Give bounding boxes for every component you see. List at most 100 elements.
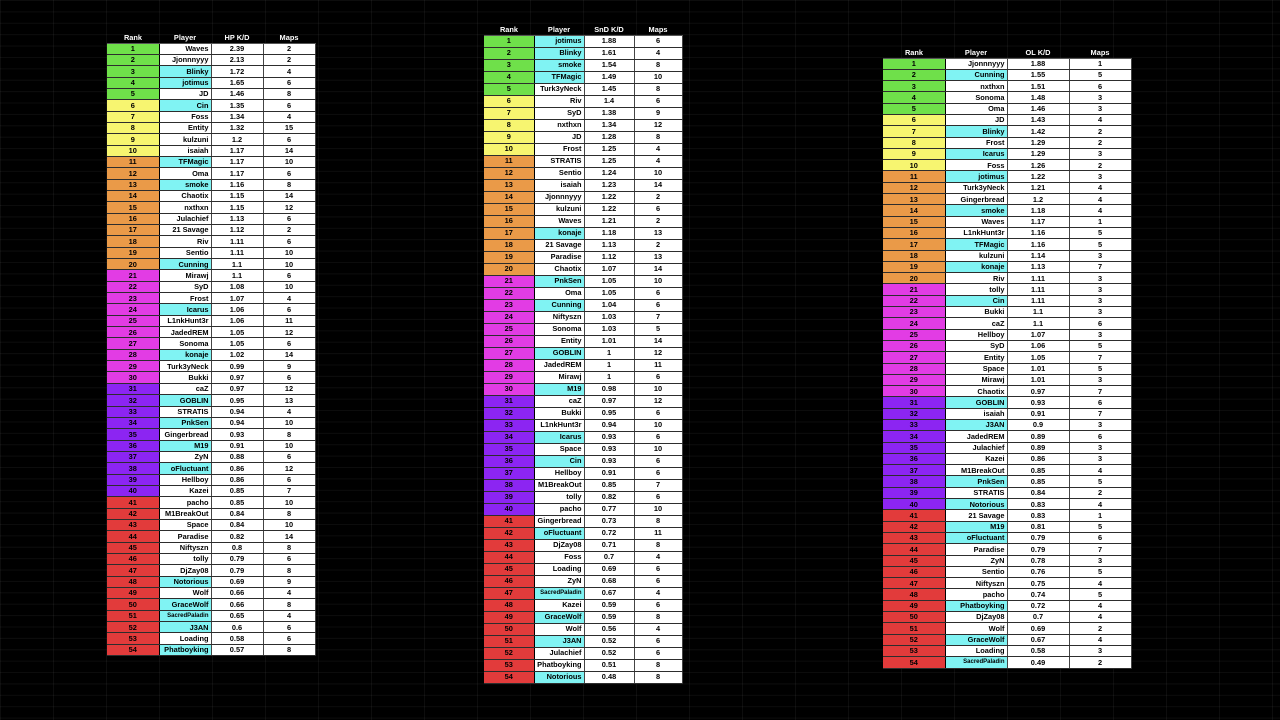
rank-cell[interactable]: 54 xyxy=(484,671,534,684)
table-row[interactable]: 24 Niftyszn 1.03 7 xyxy=(484,311,683,324)
table-row[interactable]: 7 Blinky 1.42 2 xyxy=(883,125,1132,138)
kd-cell[interactable]: 1.25 xyxy=(583,143,634,156)
rank-cell[interactable]: 10 xyxy=(107,145,159,157)
player-cell[interactable]: Jjonnnyyy xyxy=(158,54,211,67)
rank-cell[interactable]: 38 xyxy=(107,462,159,475)
kd-cell[interactable]: 1.48 xyxy=(1006,91,1069,104)
table-row[interactable]: 18 Riv 1.11 6 xyxy=(107,235,316,248)
kd-cell[interactable]: 1.11 xyxy=(1006,272,1069,285)
table-row[interactable]: 9 Icarus 1.29 3 xyxy=(883,148,1132,161)
maps-cell[interactable]: 2 xyxy=(1068,487,1132,500)
column-header-rank[interactable]: Rank xyxy=(883,47,945,59)
rank-cell[interactable]: 39 xyxy=(484,491,534,504)
kd-cell[interactable]: 1.28 xyxy=(583,131,634,144)
rank-cell[interactable]: 45 xyxy=(484,563,534,576)
maps-cell[interactable]: 14 xyxy=(633,179,683,192)
kd-cell[interactable]: 1.05 xyxy=(583,275,634,288)
rank-cell[interactable]: 46 xyxy=(107,553,159,566)
maps-cell[interactable]: 10 xyxy=(262,519,316,532)
maps-cell[interactable]: 10 xyxy=(262,247,316,260)
rank-cell[interactable]: 20 xyxy=(107,258,159,271)
kd-cell[interactable]: 0.56 xyxy=(583,623,634,636)
kd-cell[interactable]: 0.85 xyxy=(1006,464,1069,477)
kd-cell[interactable]: 0.69 xyxy=(1006,622,1069,635)
player-cell[interactable]: Turk3yNeck xyxy=(533,83,584,96)
rank-cell[interactable]: 46 xyxy=(883,566,945,579)
kd-cell[interactable]: 2.39 xyxy=(210,43,263,55)
kd-cell[interactable]: 0.79 xyxy=(1006,532,1069,545)
maps-cell[interactable]: 2 xyxy=(262,224,316,237)
table-row[interactable]: 10 Foss 1.26 2 xyxy=(883,159,1132,172)
kd-cell[interactable]: 0.57 xyxy=(210,644,263,657)
table-row[interactable]: 29 Turk3yNeck 0.99 9 xyxy=(107,360,316,373)
player-cell[interactable]: PnkSen xyxy=(158,417,211,430)
table-row[interactable]: 41 Gingerbread 0.73 8 xyxy=(484,515,683,528)
maps-cell[interactable]: 3 xyxy=(1068,442,1132,454)
rank-cell[interactable]: 16 xyxy=(484,215,534,228)
player-cell[interactable]: Gingerbread xyxy=(533,515,584,528)
player-cell[interactable]: M1BreakOut xyxy=(158,508,211,520)
maps-cell[interactable]: 13 xyxy=(633,251,683,264)
maps-cell[interactable]: 6 xyxy=(633,599,683,612)
maps-cell[interactable]: 5 xyxy=(1068,588,1132,601)
maps-cell[interactable]: 10 xyxy=(262,156,316,169)
maps-cell[interactable]: 8 xyxy=(633,83,683,96)
column-header-maps[interactable]: Maps xyxy=(263,33,315,44)
kd-cell[interactable]: 0.97 xyxy=(583,395,634,408)
rank-cell[interactable]: 1 xyxy=(484,35,534,48)
table-row[interactable]: 10 isaiah 1.17 14 xyxy=(107,145,316,157)
player-cell[interactable]: DjZay08 xyxy=(533,539,584,552)
kd-cell[interactable]: 0.76 xyxy=(1006,566,1069,579)
kd-cell[interactable]: 0.93 xyxy=(583,431,634,444)
player-cell[interactable]: PnkSen xyxy=(944,475,1007,488)
rank-cell[interactable]: 45 xyxy=(883,555,945,567)
player-cell[interactable]: SacredPaladin xyxy=(158,610,211,623)
rank-cell[interactable]: 40 xyxy=(883,498,945,511)
rank-cell[interactable]: 2 xyxy=(107,54,159,67)
kd-cell[interactable]: 0.66 xyxy=(210,587,263,600)
table-row[interactable]: 5 Oma 1.46 3 xyxy=(883,103,1132,115)
maps-cell[interactable]: 3 xyxy=(1068,283,1132,296)
table-row[interactable]: 40 pacho 0.77 10 xyxy=(484,503,683,516)
rank-cell[interactable]: 33 xyxy=(484,419,534,432)
maps-cell[interactable]: 2 xyxy=(1068,137,1132,149)
kd-cell[interactable]: 1.22 xyxy=(1006,170,1069,183)
table-row[interactable]: 33 STRATIS 0.94 4 xyxy=(107,406,316,418)
maps-cell[interactable]: 14 xyxy=(262,190,316,203)
maps-cell[interactable]: 5 xyxy=(1068,227,1132,240)
maps-cell[interactable]: 4 xyxy=(262,406,316,418)
rank-cell[interactable]: 46 xyxy=(484,575,534,588)
table-row[interactable]: 18 21 Savage 1.13 2 xyxy=(484,239,683,252)
maps-cell[interactable]: 4 xyxy=(1068,182,1132,195)
rank-cell[interactable]: 32 xyxy=(484,407,534,420)
maps-cell[interactable]: 10 xyxy=(633,443,683,456)
table-row[interactable]: 23 Frost 1.07 4 xyxy=(107,292,316,305)
player-cell[interactable]: pacho xyxy=(533,503,584,516)
rank-cell[interactable]: 34 xyxy=(883,430,945,443)
kd-cell[interactable]: 0.88 xyxy=(210,451,263,464)
rank-cell[interactable]: 53 xyxy=(484,659,534,672)
rank-cell[interactable]: 22 xyxy=(883,295,945,308)
table-row[interactable]: 42 M1BreakOut 0.84 8 xyxy=(107,508,316,520)
maps-cell[interactable]: 10 xyxy=(633,383,683,396)
player-cell[interactable]: Phatboyking xyxy=(533,659,584,672)
table-row[interactable]: 17 konaje 1.18 13 xyxy=(484,227,683,240)
kd-cell[interactable]: 1.02 xyxy=(210,349,263,362)
rank-cell[interactable]: 16 xyxy=(883,227,945,240)
player-cell[interactable]: DjZay08 xyxy=(944,611,1007,624)
rank-cell[interactable]: 51 xyxy=(484,635,534,648)
rank-cell[interactable]: 48 xyxy=(107,576,159,589)
table-row[interactable]: 1 jotimus 1.88 6 xyxy=(484,35,683,48)
table-row[interactable]: 36 M19 0.91 10 xyxy=(107,440,316,452)
kd-cell[interactable]: 1.22 xyxy=(583,203,634,216)
kd-cell[interactable]: 0.9 xyxy=(1006,419,1069,432)
rank-cell[interactable]: 30 xyxy=(484,383,534,396)
maps-cell[interactable]: 8 xyxy=(262,564,316,577)
rank-cell[interactable]: 1 xyxy=(883,58,945,70)
table-row[interactable]: 12 Turk3yNeck 1.21 4 xyxy=(883,182,1132,195)
kd-cell[interactable]: 0.83 xyxy=(1006,498,1069,511)
kd-cell[interactable]: 1.2 xyxy=(1006,193,1069,206)
maps-cell[interactable]: 3 xyxy=(1068,306,1132,319)
rank-cell[interactable]: 48 xyxy=(484,599,534,612)
kd-cell[interactable]: 1.1 xyxy=(1006,306,1069,319)
